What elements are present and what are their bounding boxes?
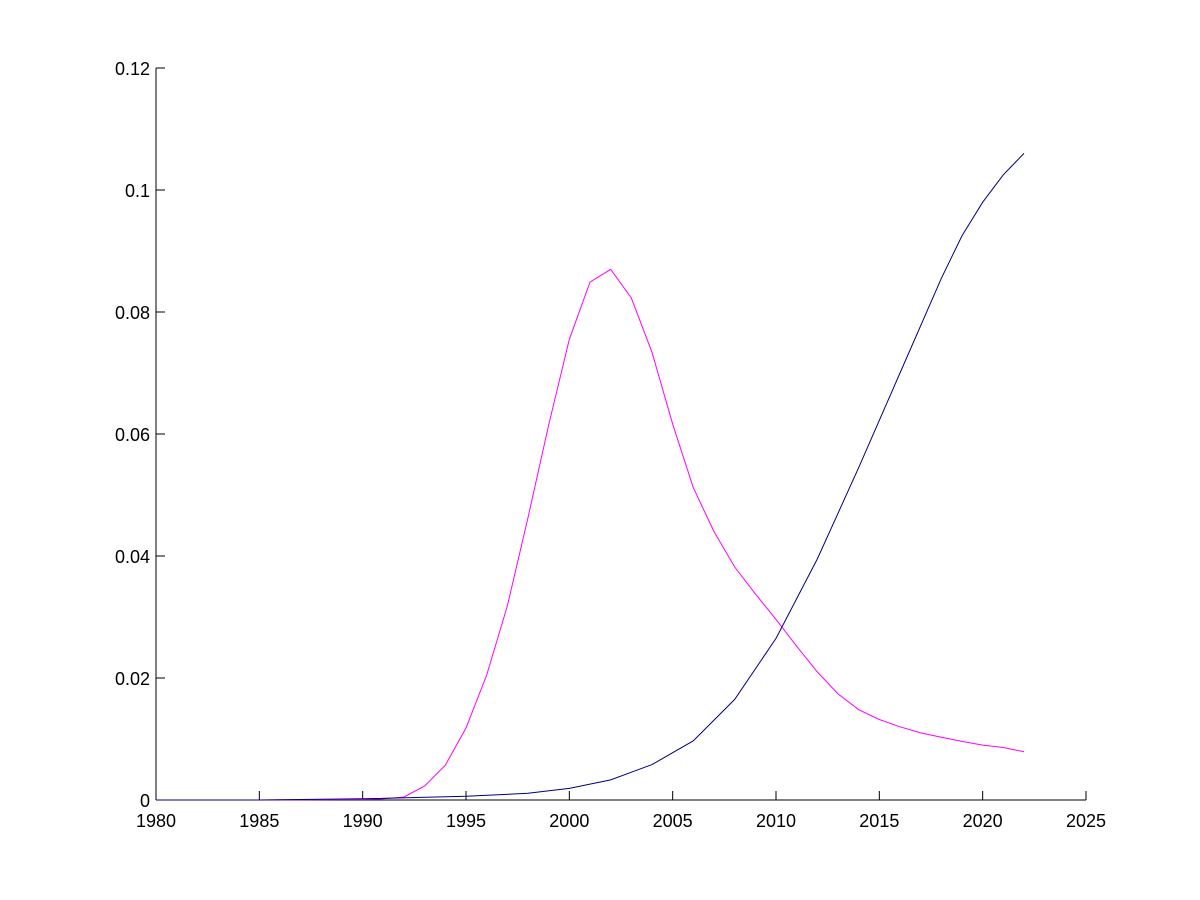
x-tick-label: 2010 [756, 811, 796, 831]
y-tick-label: 0 [140, 791, 150, 811]
series-line-2 [156, 153, 1025, 801]
x-tick-label: 2025 [1066, 811, 1106, 831]
y-tick-label: 0.04 [115, 547, 150, 567]
x-tick-label: 1990 [343, 811, 383, 831]
y-tick-label: 0.02 [115, 669, 150, 689]
x-tick-label: 2000 [549, 811, 589, 831]
x-tick-label: 1985 [239, 811, 279, 831]
x-tick-label: 2020 [963, 811, 1003, 831]
y-tick-label: 0.06 [115, 425, 150, 445]
axes: 1980 1985 1990 1995 2000 2005 2010 2015 2020 2025… [115, 59, 1106, 831]
x-tick-label: 1980 [136, 811, 176, 831]
y-tick-label: 0.1 [125, 181, 150, 201]
y-tick-label: 0.08 [115, 303, 150, 323]
series-line-1 [156, 268, 1025, 801]
y-tick-label: 0.12 [115, 59, 150, 79]
series-layer [156, 153, 1025, 801]
x-tick-label: 2005 [653, 811, 693, 831]
x-tick-label: 1995 [446, 811, 486, 831]
x-tick-label: 2015 [859, 811, 899, 831]
